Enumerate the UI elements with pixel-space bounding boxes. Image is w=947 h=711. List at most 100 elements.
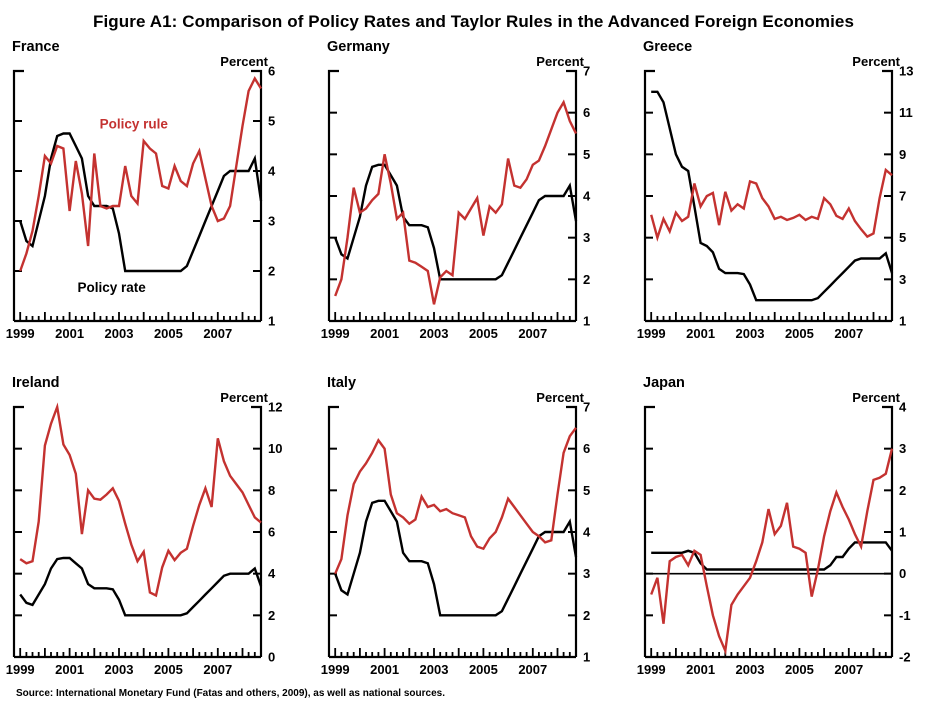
y-tick-label: 2	[583, 272, 590, 287]
source-note: Source: International Monetary Fund (Fat…	[16, 688, 445, 699]
policy-rule-line	[650, 167, 893, 242]
x-tick-label: 2005	[469, 662, 498, 677]
policy-rule-line	[334, 427, 577, 575]
panel-ireland: Ireland Percent 0 2 4 6 8 10 12 1999 2001 2003 200…	[0, 375, 315, 711]
y-axis-unit-label: Percent	[536, 390, 584, 405]
x-tick-label: 2007	[518, 326, 547, 341]
y-tick-label: 1	[583, 650, 590, 665]
x-tick-label: 1999	[321, 326, 350, 341]
y-axis-unit-label: Percent	[852, 54, 900, 69]
y-tick-label: 1	[268, 314, 275, 329]
y-tick-label: 3	[899, 272, 906, 287]
policy-rate-line	[334, 499, 578, 617]
y-tick-label: 7	[583, 64, 590, 79]
y-tick-label: 0	[899, 566, 906, 581]
y-tick-label: 4	[268, 164, 276, 179]
y-axis-left	[12, 69, 24, 321]
panel-greece: Greece Percent 1 3 5 7 9 11 13 1999 2001 2003 2005…	[631, 39, 947, 375]
y-tick-label: 11	[899, 105, 913, 120]
x-tick-label: 2007	[834, 326, 863, 341]
x-tick-label: 2007	[203, 662, 232, 677]
y-tick-label: 2	[899, 483, 906, 498]
figure-title: Figure A1: Comparison of Policy Rates an…	[92, 12, 855, 31]
y-tick-label: 3	[268, 214, 275, 229]
y-axis-unit-label: Percent	[220, 54, 268, 69]
x-tick-label: 2007	[518, 662, 547, 677]
policy-rule-line	[19, 402, 262, 598]
panel-title-italy: Italy	[327, 375, 357, 391]
panel-japan: Japan Percent -2 -1 0 1 2 3 4 1999 2001 2003 2005 2…	[631, 375, 947, 711]
policy-rate-line	[19, 556, 263, 617]
panel-title-greece: Greece	[643, 39, 693, 55]
y-tick-label: 12	[268, 400, 282, 415]
y-tick-label: 1	[899, 525, 906, 540]
y-tick-label: 4	[583, 525, 591, 540]
policy-rate-line	[651, 541, 893, 571]
policy-rule-line	[334, 99, 578, 305]
y-tick-label: 6	[268, 64, 275, 79]
x-tick-label: 2003	[420, 326, 449, 341]
panel-title-france: France	[12, 39, 60, 55]
x-tick-label: 2001	[55, 326, 84, 341]
y-tick-label: 4	[583, 189, 591, 204]
y-axis-unit-label: Percent	[852, 390, 900, 405]
x-tick-label: 1999	[637, 662, 666, 677]
x-tick-label: 2003	[105, 662, 134, 677]
policy-rate-line	[334, 163, 578, 281]
x-tick-label: 2005	[785, 326, 814, 341]
x-tick-label: 2003	[736, 326, 765, 341]
y-tick-label: 2	[268, 608, 275, 623]
x-tick-label: 1999	[6, 326, 35, 341]
y-tick-label: 1	[583, 314, 590, 329]
y-tick-label: 7	[583, 400, 590, 415]
chart-ireland: 0 2 4 6 8 10 12 1999 2001 2003 2005 2007	[6, 400, 283, 678]
y-axis-unit-label: Percent	[220, 390, 268, 405]
x-tick-label: 2003	[736, 662, 765, 677]
policy-rule-line	[19, 76, 263, 272]
y-tick-label: 3	[583, 230, 590, 245]
y-tick-label: 3	[583, 566, 590, 581]
x-tick-label: 2007	[203, 326, 232, 341]
y-axis-unit-label: Percent	[536, 54, 584, 69]
policy-rate-line	[651, 90, 894, 302]
y-tick-label: 5	[583, 483, 590, 498]
panel-italy: Italy Percent 1 2 3 4 5 6 7 1999 2001 2003 2005 200…	[315, 375, 631, 711]
chart-germany: 1 2 3 4 5 6 7 1999 2001 2003 2005 2007	[321, 64, 591, 342]
y-tick-label: 5	[583, 147, 590, 162]
x-tick-label: 2005	[469, 326, 498, 341]
x-tick-label: 2001	[370, 662, 399, 677]
y-tick-label: 1	[899, 314, 906, 329]
y-tick-label: -2	[899, 650, 911, 665]
y-tick-label: 6	[583, 441, 590, 456]
x-tick-label: 2003	[105, 326, 134, 341]
x-tick-label: 2003	[420, 662, 449, 677]
panel-france: France Percent 1 2 3 4 5 6 1999 2001 2003 2005 200…	[0, 39, 315, 375]
x-tick-label: 2001	[686, 326, 715, 341]
chart-japan: -2 -1 0 1 2 3 4 1999 2001 2003 2005 2007	[637, 400, 911, 678]
y-tick-label: 4	[268, 566, 276, 581]
panel-title-japan: Japan	[643, 375, 685, 391]
y-tick-label: 0	[268, 650, 275, 665]
y-tick-label: 5	[899, 230, 906, 245]
chart-japan-italy: 1 2 3 4 5 6 7 1999 2001 2003 2005 2007	[321, 400, 591, 678]
policy-rule-line	[650, 448, 894, 656]
y-tick-label: 6	[583, 105, 590, 120]
panel-germany: Germany Percent 1 2 3 4 5 6 7 1999 2001 2003 2005 2…	[315, 39, 631, 375]
x-tick-label: 1999	[637, 326, 666, 341]
x-tick-label: 2005	[154, 326, 183, 341]
y-tick-label: 2	[268, 264, 275, 279]
y-tick-label: 10	[268, 441, 282, 456]
y-tick-label: 7	[899, 189, 906, 204]
panel-title-ireland: Ireland	[12, 375, 60, 391]
policy-rule-label: Policy rule	[100, 117, 169, 132]
y-tick-label: 5	[268, 114, 275, 129]
chart-france: 1 2 3 4 5 6 1999 2001 2003 2005 2007 Policy rule Pol…	[6, 64, 276, 342]
x-tick-label: 2001	[686, 662, 715, 677]
y-tick-label: 9	[899, 147, 906, 162]
panel-title-germany: Germany	[327, 39, 390, 55]
y-axis-right	[251, 69, 263, 321]
y-tick-label: 3	[899, 441, 906, 456]
x-tick-label: 2005	[785, 662, 814, 677]
